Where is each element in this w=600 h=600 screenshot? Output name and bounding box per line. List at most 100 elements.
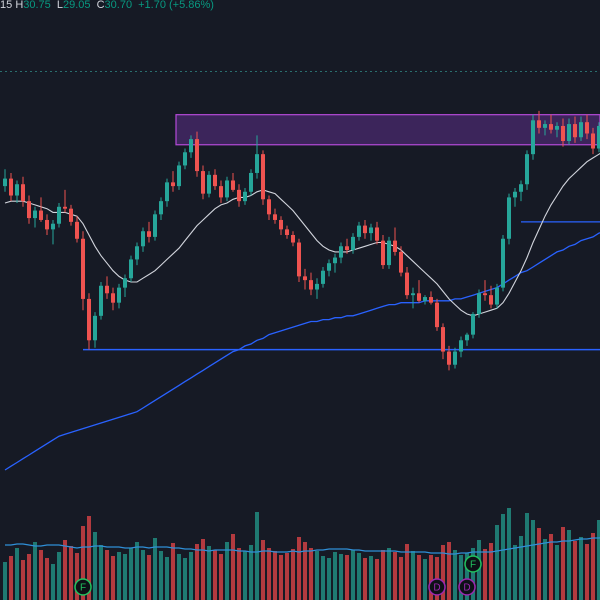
candle-body [393,240,397,252]
volume-bar [567,530,571,600]
volume-bar [219,554,223,600]
candle-body [45,219,49,230]
volume-bar [393,552,397,600]
volume-bar [189,552,193,600]
volume-bar [549,534,553,600]
volume-bar [501,514,505,600]
volume-bar [333,552,337,600]
candle [57,203,61,228]
candle [585,114,589,140]
ohlc-readout: 15 H30.75 L29.05 C30.70 +1.70 (+5.86%) [0,0,214,11]
volume-bar [141,550,145,600]
candle [375,221,379,245]
candle-body [195,139,199,172]
close-label: C [96,0,105,11]
candle-body [165,182,169,202]
candle-body [153,214,157,237]
candle [507,193,511,245]
volume-bar [105,550,109,600]
volume-bar [123,554,127,600]
volume-bar [183,558,187,600]
candle-body [321,270,325,284]
candle-body [297,242,301,277]
open-value-fragment: 15 [0,0,13,11]
indicator-lines [0,70,600,471]
volume-bar [201,539,205,600]
candle-body [15,184,19,196]
candle-body [585,122,589,134]
candle [219,180,223,204]
candle-body [129,259,133,279]
candle-body [477,293,481,314]
candle-body [171,182,175,187]
candle-body [543,124,547,128]
earnings-marker-icon-ring [464,555,482,573]
volume-bar [519,536,523,600]
candle [447,345,451,371]
candle-body [429,297,433,303]
candle-body [483,293,487,296]
dividend-marker-icon-ring [428,578,446,596]
candle-body [207,174,211,194]
candle-body [243,191,247,202]
volume-bar [57,552,61,600]
candle [387,236,391,269]
candle [411,287,415,309]
volume-bar [111,556,115,600]
volume-bar [447,542,451,600]
volume-bar [87,516,91,600]
volume-bar [231,534,235,600]
volume-bar [597,520,600,600]
candle-body [201,171,205,194]
candle [207,171,211,198]
candle [51,219,55,245]
candle-body [237,189,241,202]
volume-bar [327,558,331,600]
volume-bar [267,548,271,600]
volume-bar [147,555,151,600]
high-label: H [15,0,24,11]
candle-body [267,199,271,215]
volume-bar [213,550,217,600]
candle [273,208,277,224]
candle [315,278,319,299]
candle [567,118,571,145]
candle-body [141,231,145,247]
candle-body [189,139,193,153]
candle [465,332,469,346]
volume-bar [279,555,283,600]
volume-bar [243,551,247,600]
low-value: 29.05 [62,0,91,11]
earnings-marker-icon-label: F [80,583,86,594]
candle-body [69,208,73,222]
candle-body [495,287,499,305]
candle-body [81,238,85,299]
candle [573,116,577,143]
candle [141,227,145,252]
dividend-marker-icon-label: D [463,583,470,594]
candle [459,336,463,358]
candle [3,169,7,192]
candle [309,272,313,296]
candle-body [417,293,421,301]
candle [363,219,367,239]
candle [597,122,600,153]
candle [177,161,181,190]
candle-body [105,285,109,294]
candle-body [405,272,409,296]
volume-bar [249,545,253,600]
candle [279,216,283,235]
volume-bar [339,554,343,600]
candle [501,235,505,292]
volume-bar [21,560,25,600]
volume-bar [483,549,487,600]
candle-body [273,214,277,220]
candle-body [531,120,535,155]
volume-bar [555,545,559,600]
volume-bar [9,556,13,600]
volume-bar [291,549,295,600]
volume-bar [405,544,409,600]
volume-bar [285,553,289,600]
volume-bar [171,543,175,600]
